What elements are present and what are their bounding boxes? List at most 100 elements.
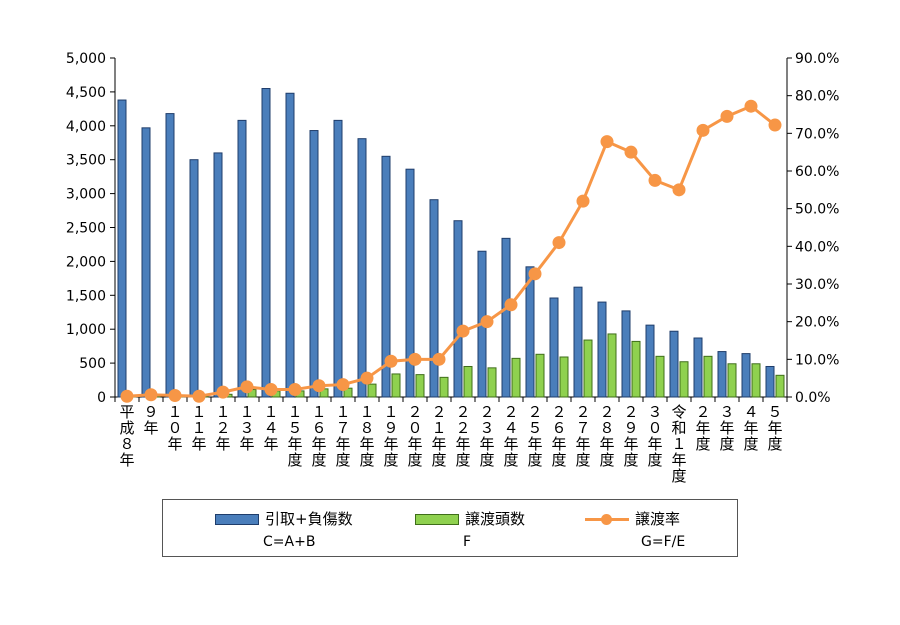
left-tick-label: 1,000: [66, 322, 106, 338]
x-tick-label: ２８年度: [599, 403, 614, 469]
point-transfer-rate: [288, 382, 302, 396]
left-tick-label: 4,000: [66, 119, 106, 135]
x-tick-label: １５年度: [287, 403, 302, 469]
bar-transfer-count: [487, 367, 497, 398]
right-tick-label: 90.0%: [795, 51, 839, 67]
x-tick-label: １７年度: [335, 403, 350, 469]
point-transfer-rate: [216, 385, 230, 399]
point-transfer-rate: [696, 123, 710, 137]
right-tick-label: 10.0%: [795, 352, 839, 368]
point-transfer-rate: [360, 371, 374, 385]
bar-transfer-count: [415, 374, 425, 398]
x-tick-label: ２９年度: [623, 403, 638, 469]
right-tick-label: 20.0%: [795, 315, 839, 331]
legend-item-transfer-rate: 譲渡率: [585, 508, 680, 529]
x-tick-label: ３０年度: [647, 403, 662, 469]
bar-pickup-injured: [621, 310, 631, 398]
point-transfer-rate: [144, 388, 158, 402]
point-transfer-rate: [624, 145, 638, 159]
bar-transfer-count: [751, 363, 761, 398]
point-transfer-rate: [768, 118, 782, 132]
left-tick-label: 2,500: [66, 221, 106, 237]
x-tick-label: １０年: [167, 403, 182, 453]
x-tick-label: ２年度: [695, 403, 710, 453]
bar-pickup-injured: [141, 127, 151, 398]
bar-pickup-injured: [645, 324, 655, 398]
x-tick-label: ２７年度: [575, 403, 590, 469]
combo-chart: 0 500 1,000 1,500 2,000 2,500 3,000 3,500 4,000 4…: [66, 51, 840, 485]
legend-label-transfer-rate: 譲渡率: [635, 510, 681, 528]
bar-pickup-injured: [453, 220, 463, 398]
legend-sub-pickup-injured: C=A+B: [263, 534, 316, 550]
bar-pickup-injured: [597, 301, 607, 398]
x-tick-label: １２年: [215, 403, 230, 453]
x-tick-label: １１年: [191, 403, 206, 453]
bar-pickup-injured: [717, 351, 727, 398]
bar-transfer-count: [535, 353, 545, 398]
x-tick-label: ２６年度: [551, 403, 566, 469]
x-tick-label: ２４年度: [503, 403, 518, 469]
point-transfer-rate: [528, 267, 542, 281]
bar-pickup-injured: [237, 119, 247, 398]
bar-transfer-count: [703, 355, 713, 398]
point-transfer-rate: [336, 378, 350, 392]
left-tick-label: 4,500: [66, 85, 106, 101]
point-transfer-rate: [576, 194, 590, 208]
x-tick-label: １９年度: [383, 403, 398, 469]
legend-item-transfer-count: 譲渡頭数: [415, 508, 525, 529]
x-tick-label: ２３年度: [479, 403, 494, 469]
x-tick-label: 令和１年度: [671, 403, 686, 485]
bar-transfer-count: [607, 333, 617, 398]
bar-pickup-injured: [213, 152, 223, 398]
bar-pickup-injured: [117, 99, 127, 398]
x-tick-label: １３年: [239, 403, 254, 453]
x-tick-label: ９年: [143, 403, 158, 437]
bar-pickup-injured: [501, 237, 511, 398]
bar-transfer-count: [775, 374, 785, 398]
point-transfer-rate: [264, 382, 278, 396]
point-transfer-rate: [672, 183, 686, 197]
right-tick-label: 70.0%: [795, 126, 839, 142]
legend-sub-transfer-count: F: [463, 534, 472, 550]
right-tick-label: 60.0%: [795, 164, 839, 180]
x-tick-label: ５年度: [767, 403, 782, 453]
bar-transfer-count: [559, 356, 569, 398]
point-transfer-rate: [504, 298, 518, 312]
bar-pickup-injured: [405, 168, 415, 398]
left-tick-label: 3,500: [66, 153, 106, 169]
x-tick-label: ２５年度: [527, 403, 542, 469]
bar-transfer-count: [463, 365, 473, 398]
left-tick-label: 0: [97, 390, 106, 406]
legend-swatch-transfer-count: [415, 514, 459, 525]
right-tick-label: 40.0%: [795, 239, 839, 255]
legend-swatch-transfer-rate: [585, 514, 629, 525]
bar-transfer-count: [631, 340, 641, 398]
left-tick-label: 5,000: [66, 51, 106, 67]
bar-pickup-injured: [333, 119, 343, 398]
bar-transfer-count: [583, 339, 593, 398]
point-transfer-rate: [648, 173, 662, 187]
legend-sub-transfer-rate: G=F/E: [641, 534, 686, 550]
bar-pickup-injured: [669, 330, 679, 398]
left-tick-label: 1,500: [66, 288, 106, 304]
point-transfer-rate: [456, 324, 470, 338]
bar-pickup-injured: [261, 88, 271, 398]
bar-pickup-injured: [381, 155, 391, 398]
bar-transfer-count: [679, 361, 689, 398]
bar-pickup-injured: [309, 130, 319, 398]
left-tick-label: 3,000: [66, 187, 106, 203]
legend-item-pickup-injured: 引取+負傷数: [215, 508, 353, 529]
bar-pickup-injured: [357, 138, 367, 398]
point-transfer-rate: [744, 99, 758, 113]
bar-transfer-count: [655, 355, 665, 398]
x-tick-label: ３年度: [719, 403, 734, 453]
bar-transfer-count: [391, 373, 401, 398]
bar-pickup-injured: [765, 365, 775, 398]
left-tick-label: 2,000: [66, 254, 106, 270]
bar-pickup-injured: [693, 337, 703, 398]
x-tick-label: ２０年度: [407, 403, 422, 469]
point-transfer-rate: [600, 135, 614, 149]
x-tick-label: ４年度: [743, 403, 758, 453]
point-transfer-rate: [192, 389, 206, 403]
point-transfer-rate: [240, 380, 254, 394]
